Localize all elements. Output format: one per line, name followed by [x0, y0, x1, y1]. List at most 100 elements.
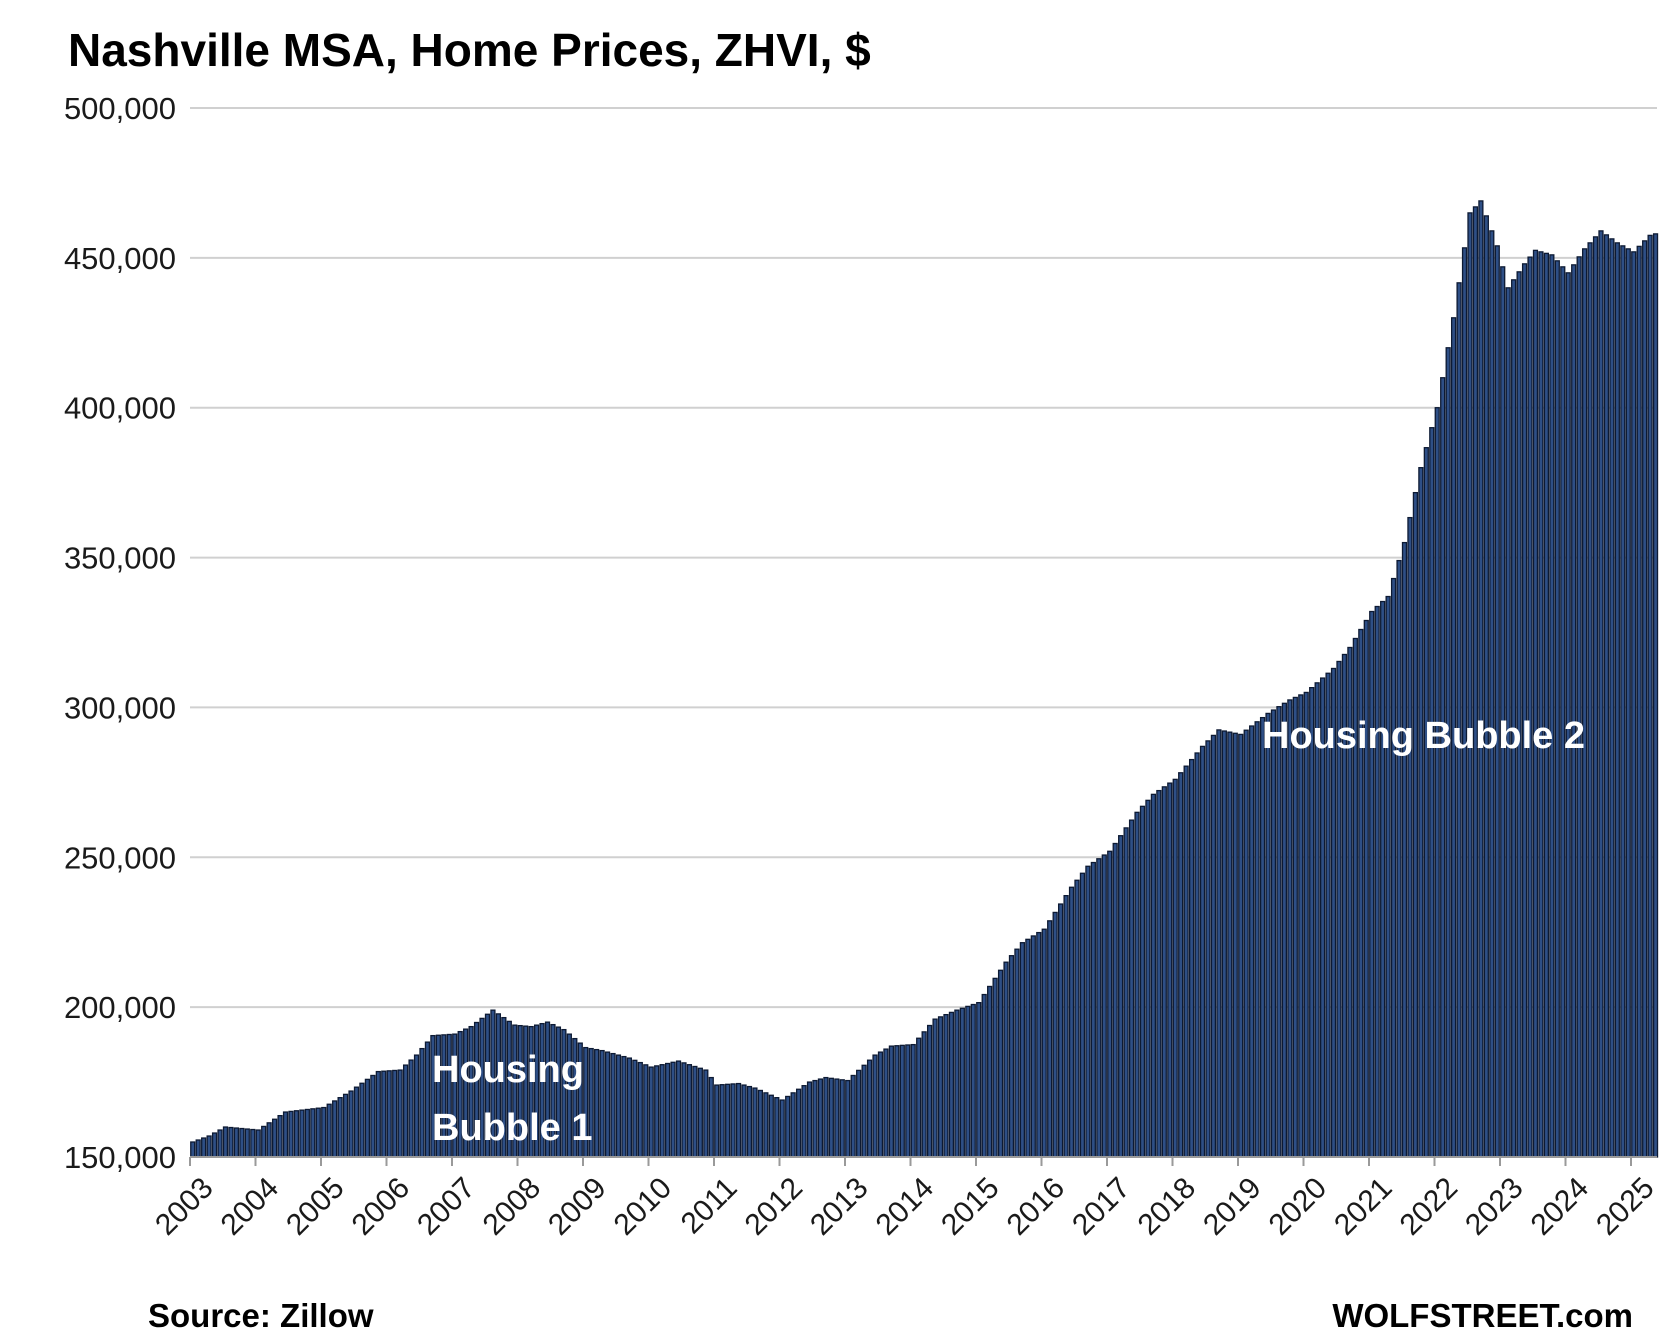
annotation-bubble-1: Bubble 1	[432, 1107, 592, 1149]
bar	[763, 1092, 769, 1158]
bar	[1019, 942, 1026, 1158]
bar	[1210, 734, 1217, 1158]
bar	[872, 1054, 878, 1158]
bar	[1581, 248, 1588, 1158]
bar	[217, 1129, 223, 1158]
chart-title: Nashville MSA, Home Prices, ZHVI, $	[68, 24, 871, 76]
y-tick-label: 500,000	[64, 91, 176, 126]
bar	[1401, 541, 1408, 1158]
y-tick-label: 350,000	[64, 541, 176, 576]
annotation-housing-bubble-2: Housing Bubble 2	[1262, 715, 1585, 757]
bar	[1265, 712, 1271, 1158]
bar	[1385, 595, 1391, 1158]
bar	[1243, 729, 1249, 1158]
bar	[1188, 758, 1195, 1158]
bar	[1543, 252, 1550, 1158]
bar	[1369, 610, 1375, 1158]
bar	[1494, 245, 1500, 1158]
bar	[375, 1070, 381, 1158]
bar	[1380, 600, 1386, 1158]
x-tick-label: 2024	[1525, 1171, 1596, 1242]
bar	[1112, 842, 1118, 1158]
bar	[1079, 872, 1086, 1158]
bar	[839, 1079, 845, 1158]
x-tick-label: 2020	[1263, 1171, 1334, 1242]
bar	[1008, 955, 1015, 1158]
bar	[692, 1065, 698, 1158]
bar	[1134, 811, 1140, 1158]
bar	[1161, 786, 1167, 1158]
bar	[1096, 858, 1102, 1158]
y-tick-label: 250,000	[64, 840, 176, 875]
bar	[730, 1083, 736, 1158]
bar	[233, 1127, 240, 1158]
bar	[1489, 230, 1495, 1158]
x-tick-label: 2006	[346, 1171, 417, 1242]
x-tick-label: 2007	[411, 1171, 482, 1242]
bar	[326, 1103, 332, 1158]
bar	[348, 1090, 354, 1158]
bar	[359, 1082, 365, 1158]
bar	[1249, 725, 1255, 1158]
bar	[1429, 427, 1435, 1158]
bar	[654, 1065, 660, 1158]
bar	[1303, 691, 1309, 1158]
bar	[1467, 212, 1473, 1158]
bar	[397, 1069, 403, 1158]
bar	[1030, 935, 1036, 1158]
bar	[1090, 861, 1096, 1158]
y-tick-label: 450,000	[64, 241, 176, 276]
bar	[315, 1107, 321, 1158]
bar	[637, 1061, 643, 1158]
bar	[1036, 931, 1042, 1158]
bar	[779, 1099, 785, 1158]
y-tick-label: 150,000	[64, 1140, 176, 1175]
bar	[1047, 920, 1053, 1158]
bar	[413, 1054, 420, 1158]
bar	[910, 1043, 916, 1158]
bar	[1167, 782, 1173, 1158]
y-tick-label: 400,000	[64, 391, 176, 426]
bar	[725, 1083, 731, 1158]
bar	[1309, 687, 1315, 1158]
bar	[997, 969, 1004, 1158]
bar	[845, 1079, 851, 1158]
bar	[1500, 266, 1506, 1158]
bar	[1642, 240, 1648, 1158]
bar	[1281, 702, 1288, 1158]
bar	[926, 1024, 933, 1158]
bar	[774, 1097, 780, 1158]
bar	[659, 1064, 665, 1158]
bar	[681, 1062, 687, 1158]
bar	[1407, 516, 1413, 1158]
bar	[1183, 765, 1189, 1158]
x-tick-label: 2016	[1001, 1171, 1072, 1242]
bar	[364, 1078, 371, 1158]
bar	[708, 1076, 714, 1158]
bar	[850, 1074, 856, 1158]
bar	[976, 1002, 982, 1158]
bar	[1532, 249, 1539, 1158]
bar	[615, 1054, 622, 1158]
bar	[1057, 903, 1064, 1158]
bar	[1440, 377, 1446, 1158]
bar	[948, 1011, 955, 1158]
bar	[310, 1108, 316, 1158]
bar	[1232, 732, 1238, 1158]
bar	[1472, 206, 1479, 1158]
bar	[1199, 745, 1206, 1158]
bar	[304, 1108, 310, 1158]
bar	[866, 1059, 873, 1158]
bar	[206, 1135, 212, 1158]
bar	[719, 1084, 725, 1158]
bar	[610, 1052, 616, 1158]
x-tick-label: 2018	[1132, 1171, 1203, 1242]
bar	[790, 1092, 796, 1158]
x-tick-label: 2019	[1197, 1171, 1268, 1242]
x-tick-label: 2025	[1590, 1171, 1661, 1242]
bar	[806, 1081, 813, 1158]
bar	[271, 1118, 278, 1158]
bar	[1521, 263, 1528, 1158]
bar	[1101, 854, 1107, 1158]
x-tick-label: 2009	[542, 1171, 613, 1242]
